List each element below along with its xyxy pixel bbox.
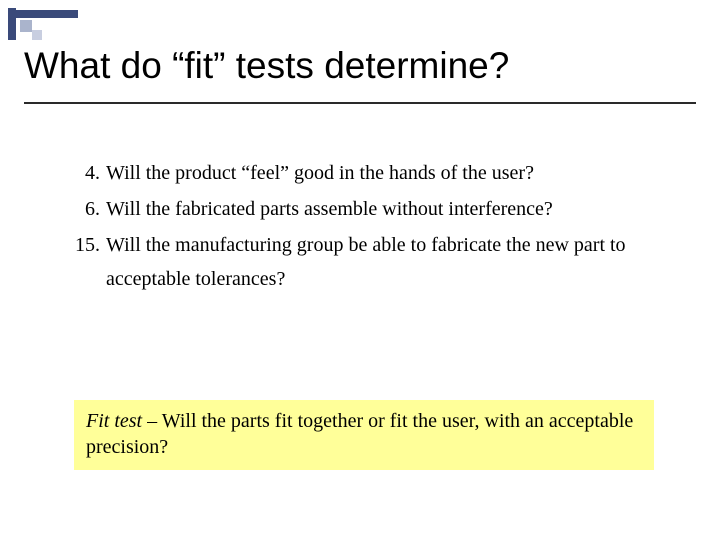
deco-square-2 bbox=[32, 30, 42, 40]
callout-term: Fit test bbox=[86, 410, 142, 432]
list-item: 15. Will the manufacturing group be able… bbox=[66, 228, 680, 296]
list-item: 4. Will the product “feel” good in the h… bbox=[66, 156, 680, 190]
question-list: 4. Will the product “feel” good in the h… bbox=[66, 156, 680, 298]
corner-decoration bbox=[8, 8, 88, 44]
callout-separator: – bbox=[142, 410, 162, 432]
deco-bar-horizontal bbox=[8, 10, 78, 18]
list-item-text: Will the product “feel” good in the hand… bbox=[106, 156, 680, 190]
list-item-number: 4. bbox=[66, 156, 100, 190]
slide-title: What do “fit” tests determine? bbox=[24, 46, 696, 99]
deco-square-1 bbox=[20, 20, 32, 32]
list-item-number: 6. bbox=[66, 192, 100, 226]
list-item-text: Will the manufacturing group be able to … bbox=[106, 228, 680, 296]
list-item-number: 15. bbox=[66, 228, 100, 262]
deco-bar-vertical bbox=[8, 8, 16, 40]
list-item: 6. Will the fabricated parts assemble wi… bbox=[66, 192, 680, 226]
list-item-text: Will the fabricated parts assemble witho… bbox=[106, 192, 680, 226]
title-underline bbox=[24, 102, 696, 104]
definition-callout: Fit test – Will the parts fit together o… bbox=[74, 400, 654, 470]
title-region: What do “fit” tests determine? bbox=[24, 46, 696, 99]
callout-text: Will the parts fit together or fit the u… bbox=[86, 410, 633, 458]
